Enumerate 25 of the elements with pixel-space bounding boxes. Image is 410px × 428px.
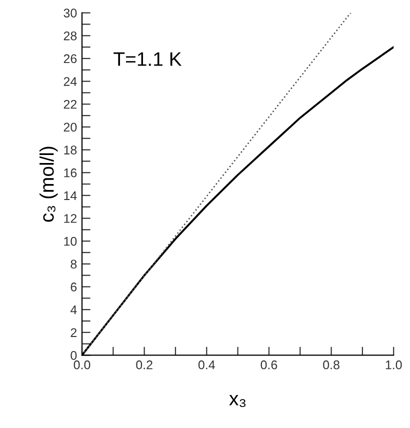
y-tick-label: 0 (70, 351, 77, 360)
y-tick-label: 4 (70, 306, 77, 314)
x-tick-label: 0.0 (74, 360, 90, 370)
y-tick-label: 18 (64, 146, 77, 154)
y-tick-label: 28 (64, 31, 77, 40)
x-axis-title: x₃ (229, 395, 246, 408)
y-tick-label: 16 (64, 168, 77, 178)
x-tick-label: 0.4 (198, 360, 215, 370)
y-tick-label: 30 (64, 8, 77, 18)
x-tick-label: 1.0 (386, 360, 402, 370)
y-tick-label: 14 (64, 191, 77, 200)
y-tick-label: 2 (70, 328, 77, 337)
y-tick-label: 8 (70, 260, 77, 269)
y-tick-label: 12 (64, 214, 77, 223)
y-tick-label: 24 (64, 77, 77, 86)
y-tick-label: 6 (70, 282, 77, 292)
y-tick-label: 20 (64, 122, 77, 132)
x-tick-label: 0.8 (323, 360, 340, 370)
y-tick-label: 10 (64, 236, 77, 246)
annotation: T=1.1 K (114, 52, 182, 66)
y-axis-title: c₃ (mol/l) (40, 146, 58, 222)
y-tick-label: 26 (64, 54, 77, 64)
x-tick-label: 0.6 (260, 360, 278, 370)
y-tick-label: 22 (64, 100, 77, 109)
x-tick-label: 0.2 (136, 360, 152, 370)
